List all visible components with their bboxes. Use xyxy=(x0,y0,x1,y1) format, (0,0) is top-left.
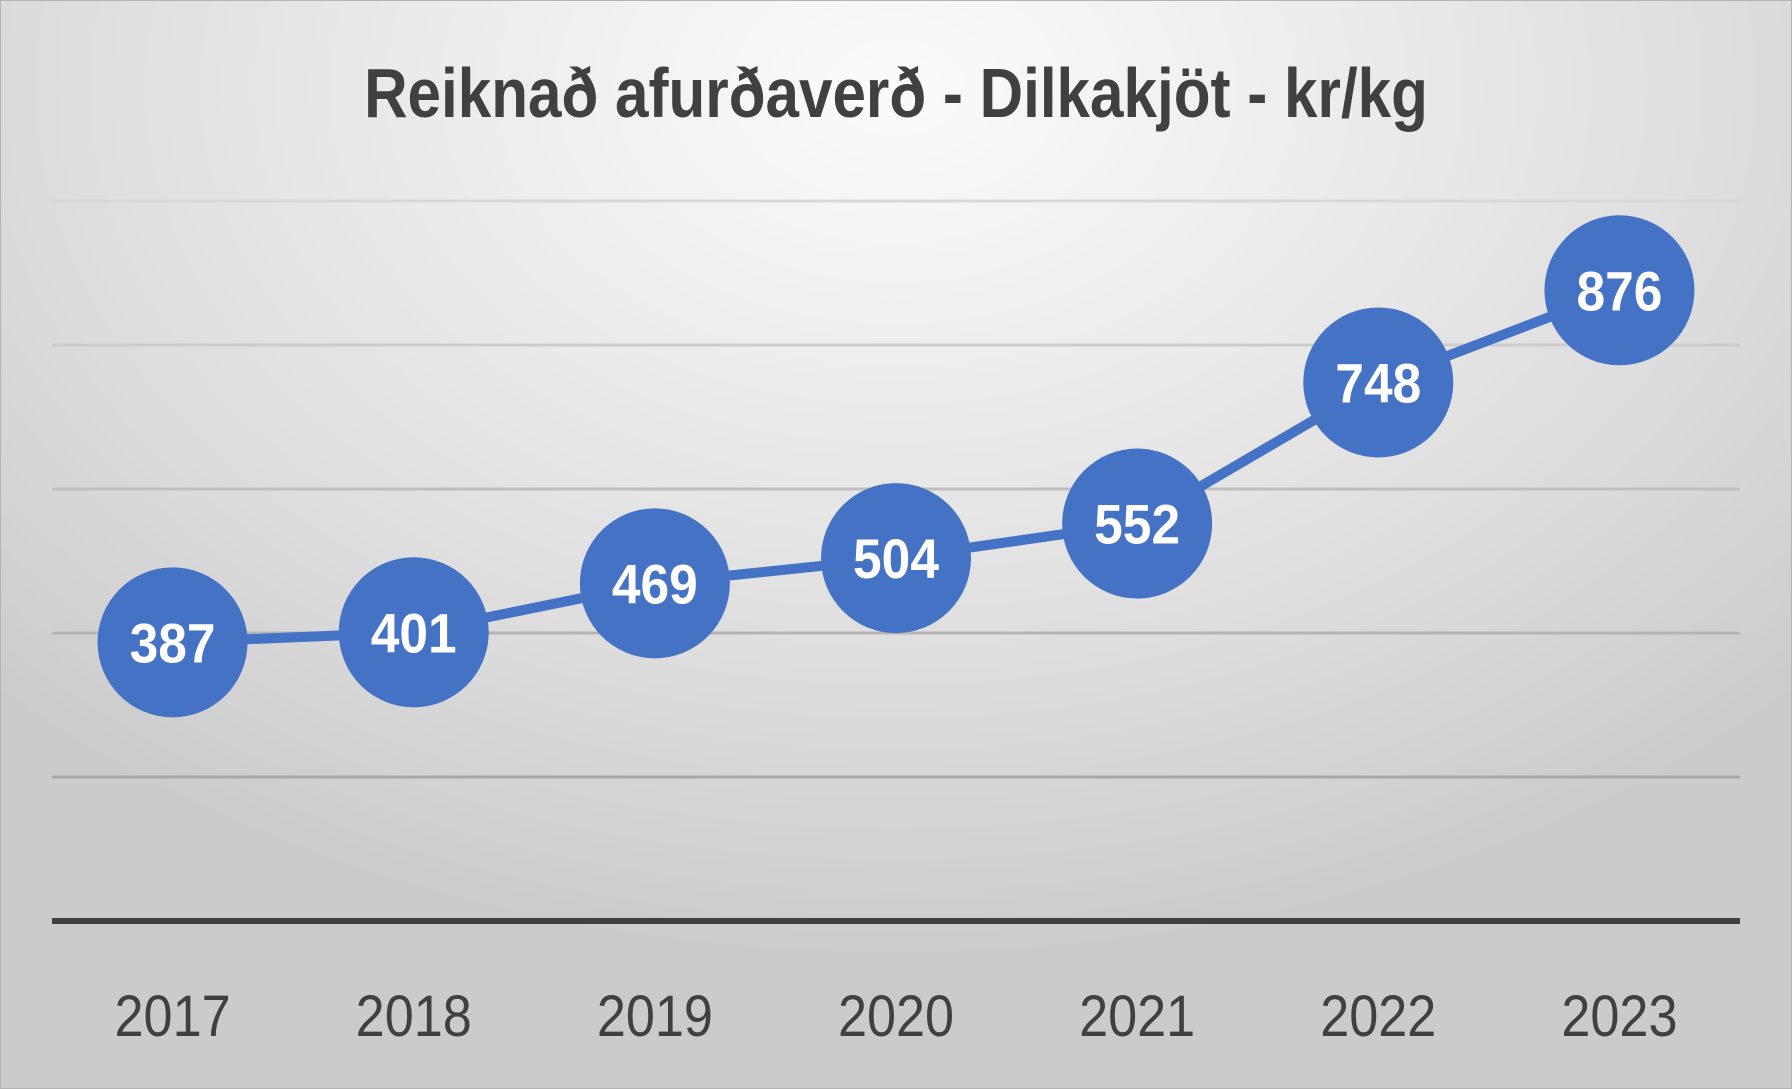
x-tick-label: 2020 xyxy=(838,983,954,1048)
circle-marker-icon xyxy=(338,557,489,708)
data-point: 504 xyxy=(821,483,971,634)
data-label: 504 xyxy=(853,528,939,590)
chart-title: Reiknað afurðaverð - Dilkakjöt - kr/kg xyxy=(364,54,1428,132)
circle-marker-icon xyxy=(579,508,730,659)
circle-marker-icon xyxy=(1303,307,1454,458)
data-label: 876 xyxy=(1576,260,1662,322)
data-label: 387 xyxy=(130,612,216,674)
circle-marker-icon xyxy=(97,567,248,718)
data-point: 387 xyxy=(97,567,248,718)
circle-marker-icon xyxy=(1062,448,1213,599)
x-tick-label: 2018 xyxy=(356,983,472,1048)
data-point: 748 xyxy=(1303,307,1454,458)
x-tick-label: 2019 xyxy=(597,983,713,1048)
data-label: 401 xyxy=(371,602,457,664)
data-point: 469 xyxy=(579,508,730,659)
data-label: 552 xyxy=(1094,494,1180,556)
x-tick-label: 2023 xyxy=(1561,983,1677,1048)
data-point: 552 xyxy=(1062,448,1213,599)
data-label: 748 xyxy=(1335,352,1421,414)
data-point: 876 xyxy=(1544,215,1695,366)
circle-marker-icon xyxy=(1544,215,1695,366)
circle-marker-icon xyxy=(821,483,971,634)
x-tick-label: 2021 xyxy=(1079,983,1195,1048)
x-tick-label: 2017 xyxy=(115,983,231,1048)
data-point: 401 xyxy=(338,557,489,708)
data-label: 469 xyxy=(612,553,698,615)
x-tick-label: 2022 xyxy=(1320,983,1436,1048)
